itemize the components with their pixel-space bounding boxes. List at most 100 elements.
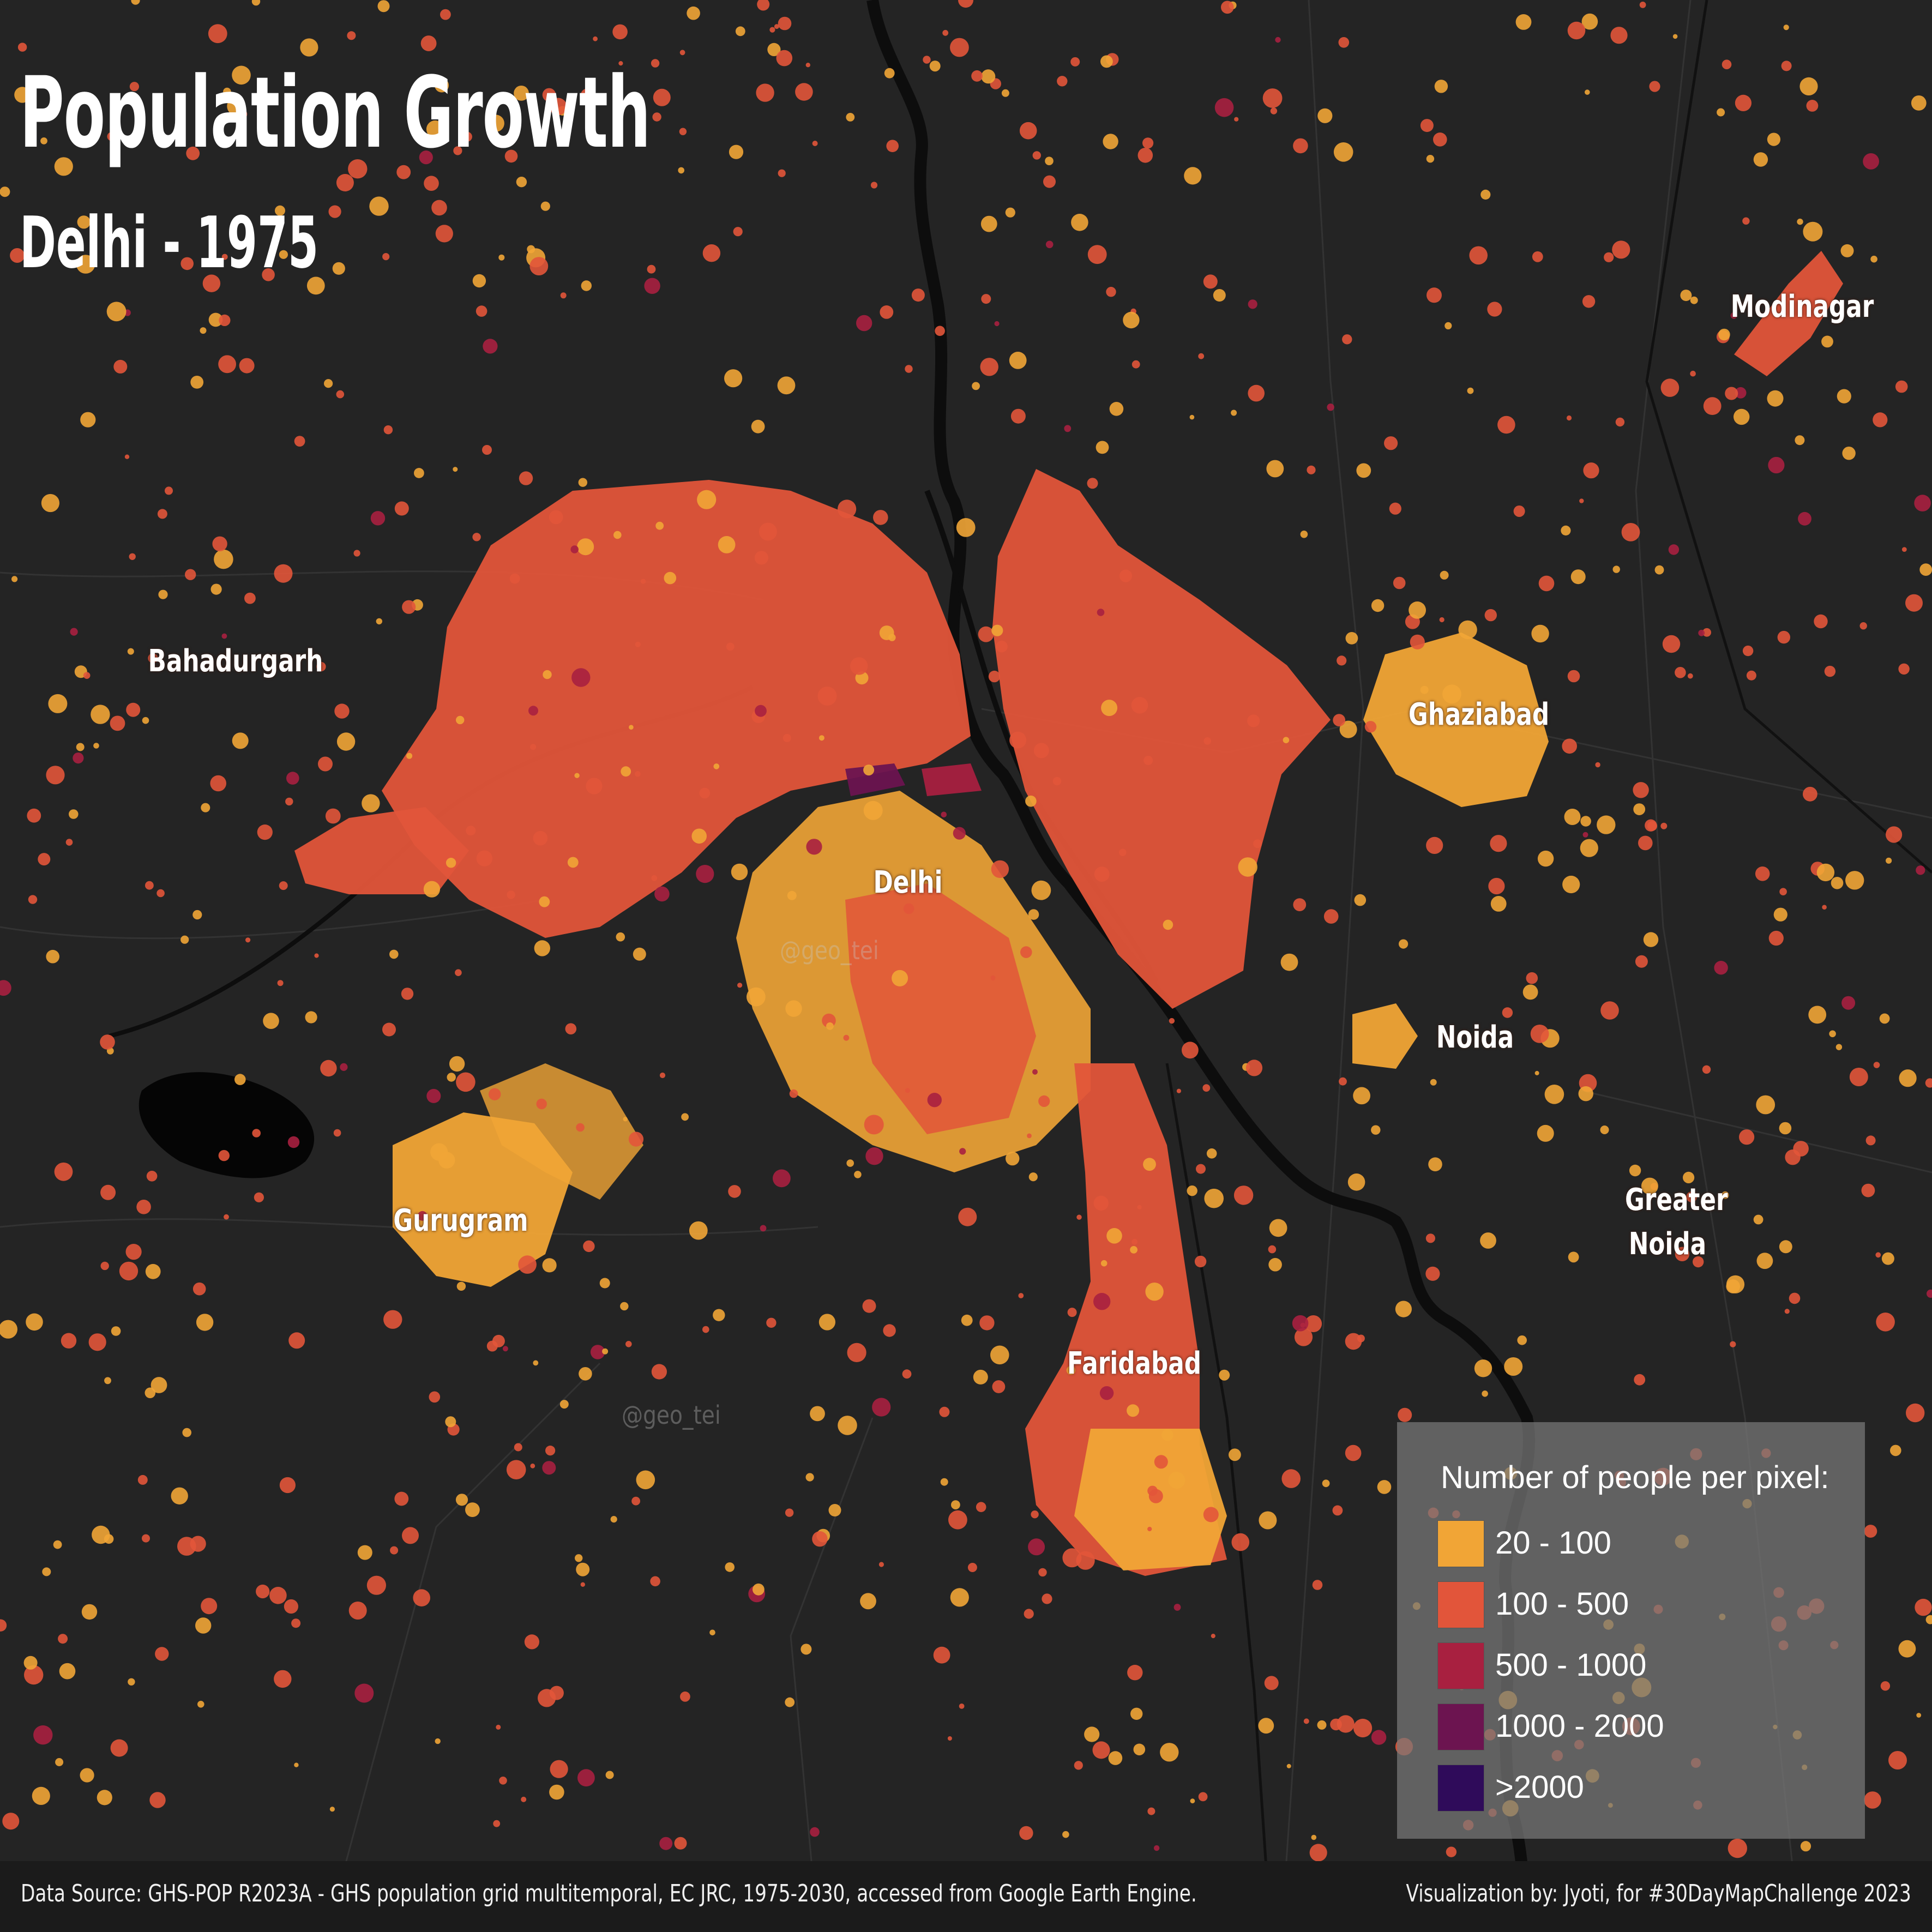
settlement-dot [91, 705, 110, 724]
settlement-dot [492, 1334, 505, 1347]
settlement-dot [948, 1510, 967, 1530]
settlement-dot [26, 1313, 43, 1331]
settlement-dot [1027, 1133, 1032, 1139]
settlement-dot [1564, 809, 1581, 825]
settlement-dot [0, 1320, 17, 1339]
legend-label: >2000 [1495, 1770, 1584, 1805]
settlement-dot [446, 858, 456, 868]
settlement-dot [1789, 1292, 1801, 1304]
settlement-dot [142, 1534, 150, 1543]
settlement-dot [210, 775, 227, 792]
settlement-dot [390, 1546, 399, 1555]
settlement-dot [621, 766, 631, 777]
settlement-dot [1717, 108, 1725, 117]
settlement-dot [679, 128, 687, 135]
settlement-dot [1445, 322, 1452, 330]
settlement-dot [702, 1326, 709, 1333]
settlement-dot [1612, 565, 1620, 573]
settlement-dot [1767, 133, 1780, 146]
settlement-dot [981, 69, 996, 84]
settlement-dot [81, 1604, 98, 1620]
settlement-dot [1281, 1469, 1301, 1488]
settlement-dot [456, 1072, 476, 1092]
settlement-dot [223, 87, 231, 96]
settlement-dot [305, 1011, 317, 1024]
settlement-dot [1233, 1185, 1254, 1205]
settlement-dot [1728, 1838, 1747, 1858]
settlement-dot [565, 1023, 577, 1034]
settlement-dot [1206, 1148, 1217, 1159]
settlement-dot [1814, 614, 1828, 629]
settlement-dot [570, 545, 579, 553]
settlement-dot [232, 732, 249, 749]
settlement-dot [678, 167, 684, 174]
settlement-dot [581, 280, 592, 291]
settlement-dot [1259, 1511, 1277, 1530]
settlement-dot [1458, 620, 1477, 640]
settlement-dot [605, 1771, 614, 1779]
settlement-dot [208, 312, 223, 327]
settlement-dot [502, 1346, 508, 1352]
settlement-dot [61, 1333, 77, 1349]
settlement-dot [1531, 624, 1549, 643]
settlement-dot [347, 31, 356, 40]
settlement-dot [1526, 972, 1538, 984]
settlement-dot [1829, 1030, 1836, 1038]
settlement-dot [521, 1796, 527, 1802]
settlement-dot [1702, 628, 1712, 637]
settlement-dot [402, 1527, 419, 1544]
settlement-dot [0, 1619, 7, 1632]
legend-item: 1000 - 2000 [1437, 1704, 1852, 1750]
settlement-dot [713, 1309, 725, 1321]
settlement-dot [1338, 37, 1350, 48]
settlement-dot [1147, 1526, 1152, 1532]
settlement-dot [1467, 387, 1474, 394]
settlement-dot [46, 766, 65, 785]
settlement-dot [1231, 410, 1237, 416]
settlement-dot [1714, 961, 1728, 975]
settlement-dot [279, 1477, 296, 1494]
settlement-dot [389, 949, 399, 959]
settlement-dot [1831, 877, 1844, 889]
settlement-dot [406, 753, 413, 759]
settlement-dot [709, 1629, 715, 1636]
settlement-dot [1176, 1088, 1181, 1093]
settlement-dot [1130, 1246, 1138, 1254]
settlement-dot [127, 648, 134, 655]
settlement-dot [353, 550, 360, 557]
settlement-dot [935, 326, 945, 336]
settlement-dot [567, 857, 579, 868]
settlement-dot [329, 1807, 335, 1812]
settlement-dot [110, 715, 125, 731]
settlement-dot [27, 808, 41, 823]
settlement-dot [1641, 1177, 1658, 1195]
settlement-dot [80, 412, 96, 428]
settlement-dot [279, 881, 288, 890]
settlement-dot [880, 305, 894, 319]
settlement-dot [838, 1416, 857, 1435]
settlement-dot [1184, 167, 1202, 185]
settlement-dot [1735, 387, 1747, 399]
settlement-dot [1645, 819, 1657, 832]
settlement-dot [196, 1314, 214, 1331]
settlement-dot [336, 732, 356, 751]
settlement-dot [1094, 866, 1110, 882]
settlement-dot [498, 254, 505, 261]
settlement-dot [542, 1461, 556, 1475]
settlement-dot [1906, 1403, 1925, 1423]
settlement-dot [1876, 1313, 1895, 1332]
settlement-dot [224, 1214, 229, 1220]
settlement-dot [1031, 880, 1051, 900]
settlement-dot [559, 1400, 569, 1409]
settlement-dot [1108, 1751, 1123, 1765]
settlement-dot [514, 1443, 522, 1452]
settlement-dot [713, 763, 720, 769]
settlement-dot [340, 1063, 348, 1071]
settlement-dot [846, 1159, 854, 1167]
settlement-dot [1038, 1568, 1047, 1577]
settlement-dot [773, 1169, 791, 1188]
settlement-dot [1490, 835, 1507, 852]
settlement-dot [1018, 1293, 1024, 1298]
settlement-dot [1317, 108, 1333, 123]
settlement-dot [100, 1034, 115, 1050]
